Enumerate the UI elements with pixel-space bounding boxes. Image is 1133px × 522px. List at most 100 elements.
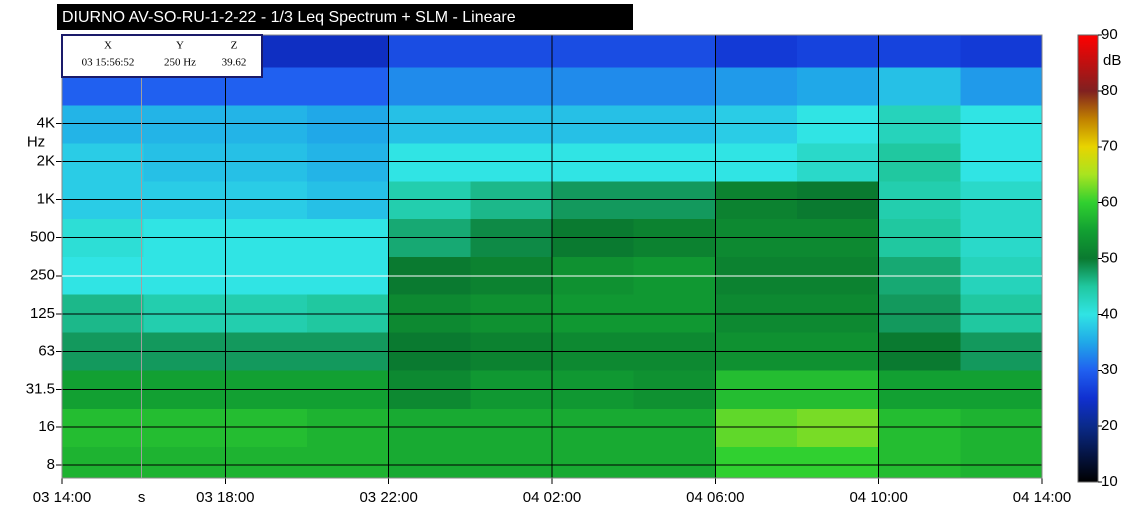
heat-cell (633, 143, 716, 182)
heat-cell (797, 446, 880, 479)
colorbar-tick-label: 70 (1101, 138, 1118, 155)
heat-cell (307, 293, 390, 333)
colorbar-label: dB (1103, 52, 1121, 69)
colorbar-tick-label: 10 (1101, 473, 1118, 490)
heat-cell (470, 446, 553, 479)
heat-cell (797, 104, 880, 144)
heat-cell (62, 293, 145, 333)
cursor-header: Z (231, 40, 238, 52)
heat-cell (960, 293, 1043, 333)
heat-cell (633, 293, 716, 333)
heat-cell (960, 446, 1043, 479)
heat-cell (715, 408, 798, 447)
colorbar-tick-label: 80 (1101, 82, 1118, 99)
heat-cell (143, 104, 226, 144)
cursor-axis-label: s (138, 489, 146, 506)
heat-cell (307, 104, 390, 144)
heat-cell (715, 35, 798, 68)
x-tick-label: 04 06:00 (686, 489, 744, 506)
chart-title: DIURNO AV-SO-RU-1-2-22 - 1/3 Leq Spectru… (62, 9, 516, 26)
heat-cell (878, 35, 961, 68)
heat-cell (552, 104, 635, 144)
heat-cell (143, 408, 226, 447)
heat-cell (878, 408, 961, 447)
heat-cell (715, 446, 798, 479)
heat-cell (470, 35, 553, 68)
cursor-header: Y (176, 40, 184, 52)
heat-cell (388, 35, 471, 68)
x-tick-label: 03 22:00 (359, 489, 417, 506)
heat-cell (797, 35, 880, 68)
heat-cell (878, 446, 961, 479)
colorbar-tick-label: 30 (1101, 361, 1118, 378)
heat-cell (633, 35, 716, 68)
heat-cell (62, 446, 145, 479)
y-axis-label: Hz (27, 133, 45, 150)
x-tick-label: 03 14:00 (33, 489, 91, 506)
heat-cell (470, 293, 553, 333)
heat-cell (143, 293, 226, 333)
heat-cell (552, 293, 635, 333)
heat-cell (797, 293, 880, 333)
cursor-box (61, 34, 263, 78)
heat-cell (960, 143, 1043, 182)
heat-cell (388, 143, 471, 182)
heat-cell (797, 66, 880, 106)
colorbar-tick-label: 60 (1101, 194, 1118, 211)
colorbar-tick-label: 50 (1101, 249, 1118, 266)
heat-cell (388, 66, 471, 106)
heat-cell (878, 143, 961, 182)
heat-cell (633, 104, 716, 144)
x-tick-label: 04 02:00 (523, 489, 581, 506)
heat-cell (388, 104, 471, 144)
y-tick-label: 500 (30, 229, 55, 246)
heat-cell (225, 143, 308, 182)
y-tick-label: 125 (30, 305, 55, 322)
heat-cell (62, 143, 145, 182)
y-tick-label: 63 (38, 342, 55, 359)
y-tick-label: 250 (30, 267, 55, 284)
heat-cell (633, 408, 716, 447)
y-tick-label: 4K (37, 114, 55, 131)
colorbar-tick-label: 40 (1101, 305, 1118, 322)
y-tick-label: 2K (37, 152, 55, 169)
heat-cell (633, 66, 716, 106)
cursor-y: 250 Hz (164, 57, 196, 69)
heat-cell (552, 66, 635, 106)
heat-cell (633, 446, 716, 479)
heat-cell (470, 66, 553, 106)
heat-cell (470, 104, 553, 144)
heat-cell (225, 446, 308, 479)
heat-cell (797, 143, 880, 182)
x-tick-label: 04 14:00 (1013, 489, 1071, 506)
y-tick-label: 8 (47, 456, 55, 473)
heat-cell (143, 143, 226, 182)
heat-cell (715, 104, 798, 144)
x-tick-label: 03 18:00 (196, 489, 254, 506)
heat-cell (307, 408, 390, 447)
heat-cell (797, 408, 880, 447)
heat-cell (715, 143, 798, 182)
cursor-x: 03 15:56:52 (82, 57, 135, 69)
heat-cell (552, 408, 635, 447)
heat-cell (307, 66, 390, 106)
x-tick-label: 04 10:00 (849, 489, 907, 506)
heat-cell (878, 104, 961, 144)
heat-cell (470, 408, 553, 447)
heat-cell (960, 104, 1043, 144)
y-tick-label: 31.5 (26, 381, 55, 398)
colorbar-tick-label: 90 (1101, 26, 1118, 43)
heat-cell (552, 446, 635, 479)
heat-cell (388, 293, 471, 333)
heat-cell (225, 293, 308, 333)
heat-cell (388, 446, 471, 479)
heat-cell (960, 408, 1043, 447)
colorbar (1077, 34, 1099, 483)
colorbar-tick-label: 20 (1101, 417, 1118, 434)
cursor-z: 39.62 (222, 57, 247, 69)
heat-cell (388, 408, 471, 447)
heat-cell (715, 66, 798, 106)
heat-cell (307, 446, 390, 479)
